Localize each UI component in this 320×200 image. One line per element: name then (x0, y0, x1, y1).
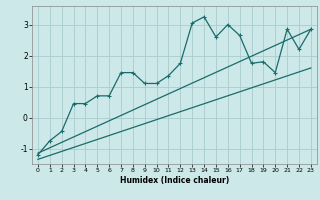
X-axis label: Humidex (Indice chaleur): Humidex (Indice chaleur) (120, 176, 229, 185)
